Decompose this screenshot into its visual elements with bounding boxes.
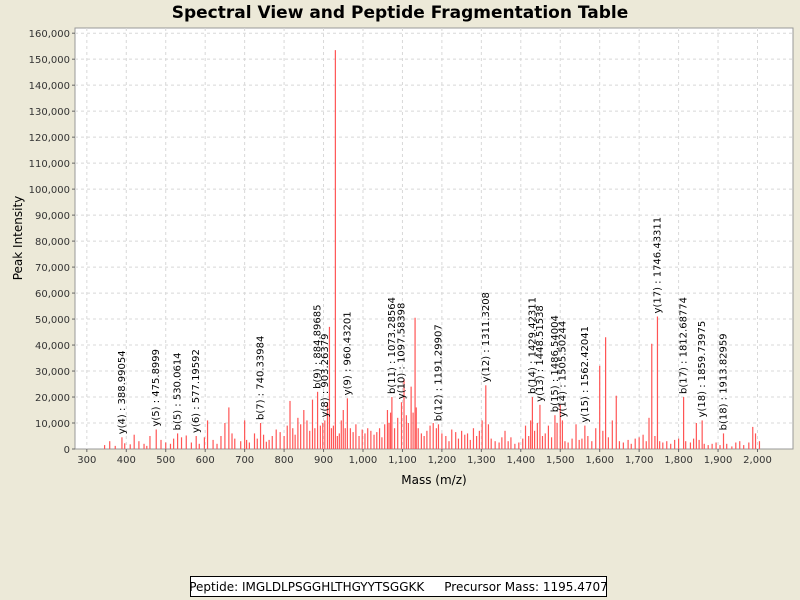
precursor-mass: Precursor Mass: 1195.4707 <box>444 579 608 594</box>
y-tick-label: 100,000 <box>29 185 70 196</box>
x-tick-label: 1,900 <box>704 455 733 466</box>
fragment-label: y(6) : 577.19592 <box>191 349 202 433</box>
x-tick-label: 1,000 <box>349 455 378 466</box>
x-tick-label: 500 <box>156 455 175 466</box>
y-tick-label: 160,000 <box>29 29 70 40</box>
peak-bars <box>103 50 761 449</box>
x-tick-label: 1,400 <box>506 455 535 466</box>
fragment-label: b(15) : 1486.54004 <box>550 315 561 412</box>
y-tick-label: 30,000 <box>35 367 70 378</box>
x-tick-label: 300 <box>77 455 96 466</box>
x-tick-label: 800 <box>275 455 294 466</box>
y-axis-label: Peak Intensity <box>11 196 25 281</box>
fragment-label: y(8) : 903.26379 <box>320 334 331 418</box>
y-tick-label: 110,000 <box>29 159 70 170</box>
y-tick-label: 140,000 <box>29 81 70 92</box>
x-tick-label: 1,100 <box>388 455 417 466</box>
y-tick-label: 120,000 <box>29 133 70 144</box>
y-tick-label: 0 <box>64 445 70 456</box>
x-tick-label: 1,500 <box>546 455 575 466</box>
x-tick-label: 900 <box>314 455 333 466</box>
fragment-label: y(9) : 960.43201 <box>342 311 353 395</box>
fragment-label: b(17) : 1812.68774 <box>679 297 690 394</box>
fragment-label: b(14) : 1429.42311 <box>527 297 538 394</box>
x-tick-label: 600 <box>196 455 215 466</box>
fragment-label: y(17) : 1746.43311 <box>652 217 663 314</box>
fragment-label: y(10) : 1097.58398 <box>396 303 407 400</box>
y-tick-label: 130,000 <box>29 107 70 118</box>
x-tick-label: 1,600 <box>585 455 614 466</box>
plot-area <box>74 27 794 450</box>
y-tick-label: 40,000 <box>35 341 70 352</box>
fragment-label: y(14) : 1505.50244 <box>557 321 568 418</box>
fragment-label: y(15) : 1562.42041 <box>580 326 591 423</box>
grid <box>75 28 793 449</box>
fragment-label: y(18) : 1859.73975 <box>697 321 708 418</box>
y-tick-label: 70,000 <box>35 263 70 274</box>
fragment-label: b(11) : 1073.28564 <box>387 297 398 394</box>
fragment-label: y(13) : 1448.51538 <box>535 305 546 402</box>
axes: 0 10,000 20,000 30,000 40,000 50,000 60,000 70,… <box>29 29 772 466</box>
fragment-label: b(12) : 1191.29907 <box>433 324 444 421</box>
x-tick-label: 2,000 <box>743 455 772 466</box>
y-tick-label: 60,000 <box>35 289 70 300</box>
x-tick-label: 1,200 <box>428 455 457 466</box>
chart-title: Spectral View and Peptide Fragmentation … <box>171 3 629 23</box>
fragment-label: b(9) : 884.89685 <box>313 304 324 388</box>
fragment-label: y(12) : 1311.3208 <box>481 292 492 382</box>
x-axis-label: Mass (m/z) <box>401 473 466 487</box>
fragment-label: y(4) : 388.99054 <box>117 350 128 434</box>
fragment-label: b(18) : 1913.82959 <box>718 333 729 430</box>
y-tick-label: 80,000 <box>35 237 70 248</box>
peptide-info-box: Peptide: IMGLDLPSGGHLTHGYYTSGGKK Precurs… <box>189 576 608 597</box>
fragment-label: b(5) : 530.0614 <box>173 352 184 430</box>
fragment-annotations: y(4) : 388.99054 y(5) : 475.8999 b(5) : 53… <box>117 217 730 434</box>
y-tick-label: 20,000 <box>35 393 70 404</box>
fragment-label: b(7) : 740.33984 <box>256 336 267 420</box>
x-tick-label: 1,300 <box>467 455 496 466</box>
fragment-label: y(5) : 475.8999 <box>151 349 162 427</box>
y-tick-label: 10,000 <box>35 419 70 430</box>
y-tick-label: 50,000 <box>35 315 70 326</box>
x-tick-label: 1,700 <box>625 455 654 466</box>
y-tick-label: 90,000 <box>35 211 70 222</box>
peptide-sequence: Peptide: IMGLDLPSGGHLTHGYYTSGGKK <box>189 579 425 594</box>
x-tick-label: 400 <box>117 455 136 466</box>
y-tick-label: 150,000 <box>29 55 70 66</box>
x-tick-label: 1,800 <box>664 455 693 466</box>
x-tick-label: 700 <box>235 455 254 466</box>
